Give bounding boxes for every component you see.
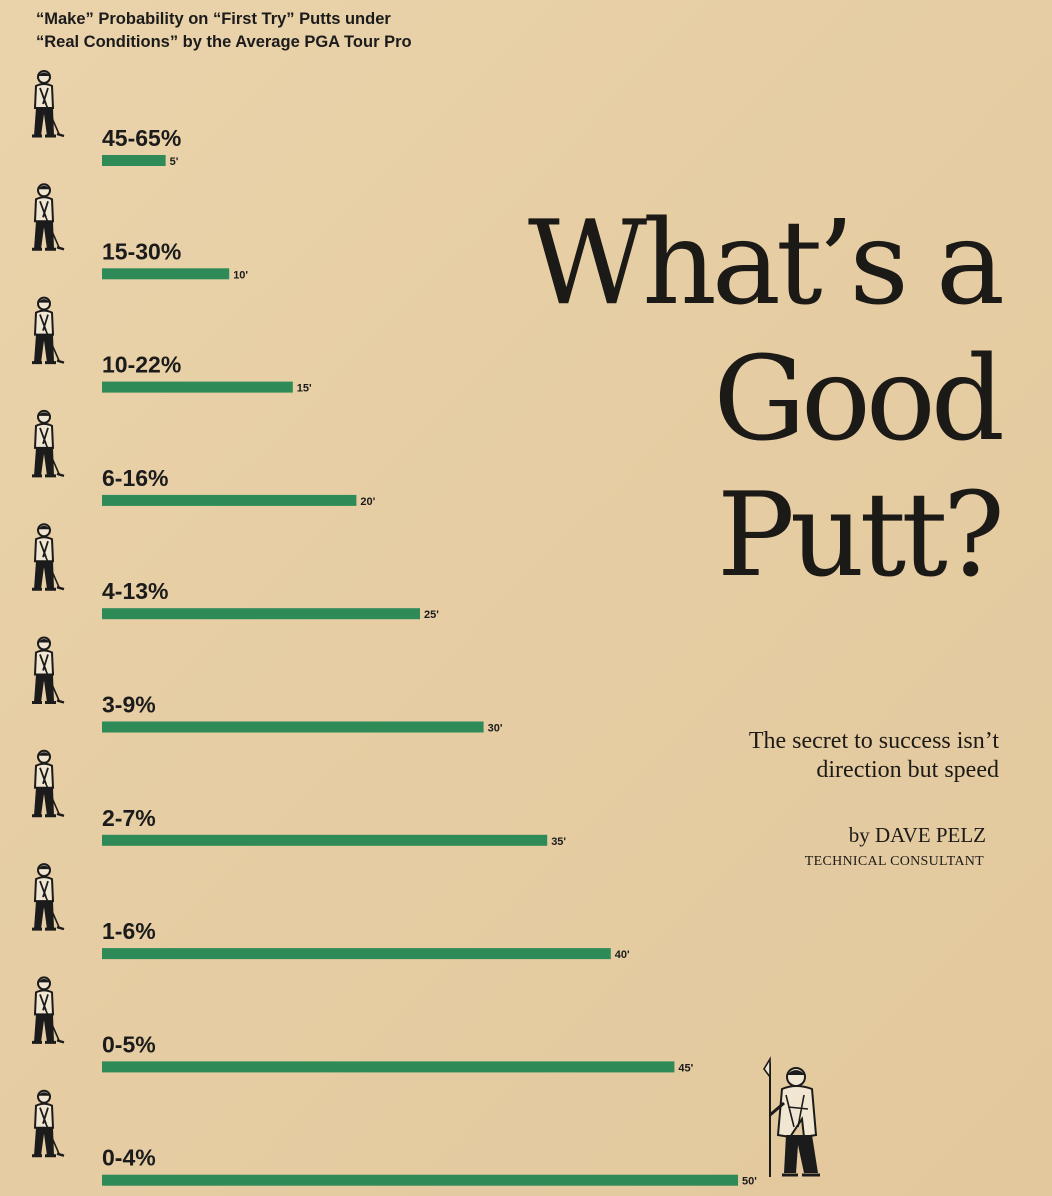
golfer-putting-icon	[30, 409, 66, 478]
golfer-putting-icon	[30, 522, 66, 591]
chart-title-line-2: “Real Conditions” by the Average PGA Tou…	[36, 33, 412, 51]
chart-title: “Make” Probability on “First Try” Putts …	[36, 8, 556, 54]
chart-row: 45-65% 5'	[30, 69, 181, 168]
headline-line-3: Putt?	[716, 468, 1005, 603]
distance-label: 25'	[424, 609, 439, 621]
distance-bar	[102, 494, 357, 506]
chart-row: 4-13% 25'	[30, 522, 439, 621]
author-role: TECHNICAL CONSULTANT	[804, 854, 984, 869]
dek-line-1: The secret to success isn’t	[748, 728, 999, 754]
chart-row: 0-5% 45'	[30, 975, 694, 1074]
distance-label: 45'	[678, 1062, 693, 1074]
chart-row: 10-22% 15'	[30, 296, 312, 395]
golfer-putting-icon	[30, 182, 66, 251]
chart-row: 15-30% 10'	[30, 182, 248, 281]
probability-label: 3-9%	[102, 692, 156, 718]
distance-bar	[102, 381, 293, 393]
chart-row: 1-6% 40'	[30, 862, 630, 961]
golfer-with-flagstick-icon	[763, 1056, 820, 1177]
distance-bar	[102, 608, 420, 620]
distance-bar	[102, 834, 548, 846]
author-byline: by DAVE PELZ	[848, 823, 986, 847]
probability-label: 0-5%	[102, 1031, 156, 1057]
distance-label: 30'	[488, 723, 503, 735]
distance-label: 20'	[360, 496, 375, 508]
distance-label: 10'	[233, 269, 248, 281]
article-headline: What’s a Good Putt?	[440, 196, 1005, 604]
distance-bar	[102, 721, 484, 733]
probability-label: 45-65%	[102, 125, 181, 151]
golfer-putting-icon	[30, 862, 66, 931]
headline-line-1: What’s a	[527, 196, 1005, 331]
distance-bar	[102, 948, 611, 960]
dek-line-2: direction but speed	[816, 757, 999, 783]
distance-label: 5'	[170, 156, 179, 168]
golfer-putting-icon	[30, 296, 66, 365]
distance-label: 15'	[297, 383, 312, 395]
distance-bar	[102, 1174, 738, 1186]
probability-label: 15-30%	[102, 238, 181, 264]
probability-label: 0-4%	[102, 1145, 156, 1171]
probability-label: 2-7%	[102, 805, 156, 831]
probability-label: 4-13%	[102, 578, 168, 604]
distance-bar	[102, 1061, 675, 1073]
headline-line-2: Good	[713, 332, 1005, 467]
distance-bar	[102, 268, 230, 280]
distance-label: 40'	[615, 949, 630, 961]
golfer-putting-icon	[30, 975, 66, 1044]
chart-row: 0-4% 50'	[30, 1089, 757, 1188]
chart-title-line-1: “Make” Probability on “First Try” Putts …	[36, 10, 391, 28]
distance-label: 50'	[742, 1176, 757, 1188]
chart-row: 6-16% 20'	[30, 409, 376, 508]
chart-row: 2-7% 35'	[30, 749, 566, 848]
chart-row: 3-9% 30'	[30, 636, 503, 735]
golfer-putting-icon	[30, 1089, 66, 1158]
distance-label: 35'	[551, 836, 566, 848]
distance-bar	[102, 155, 166, 166]
golfer-putting-icon	[30, 69, 66, 138]
probability-label: 10-22%	[102, 352, 181, 378]
golfer-putting-icon	[30, 749, 66, 818]
probability-label: 6-16%	[102, 465, 168, 491]
article-dek: The secret to success isn’t direction bu…	[599, 727, 999, 785]
chart-rows: 45-65% 5' 15-30% 10' 10-22% 15' 6-16% 20' 4-13% 2…	[30, 69, 757, 1188]
golfer-putting-icon	[30, 636, 66, 704]
probability-label: 1-6%	[102, 918, 156, 944]
